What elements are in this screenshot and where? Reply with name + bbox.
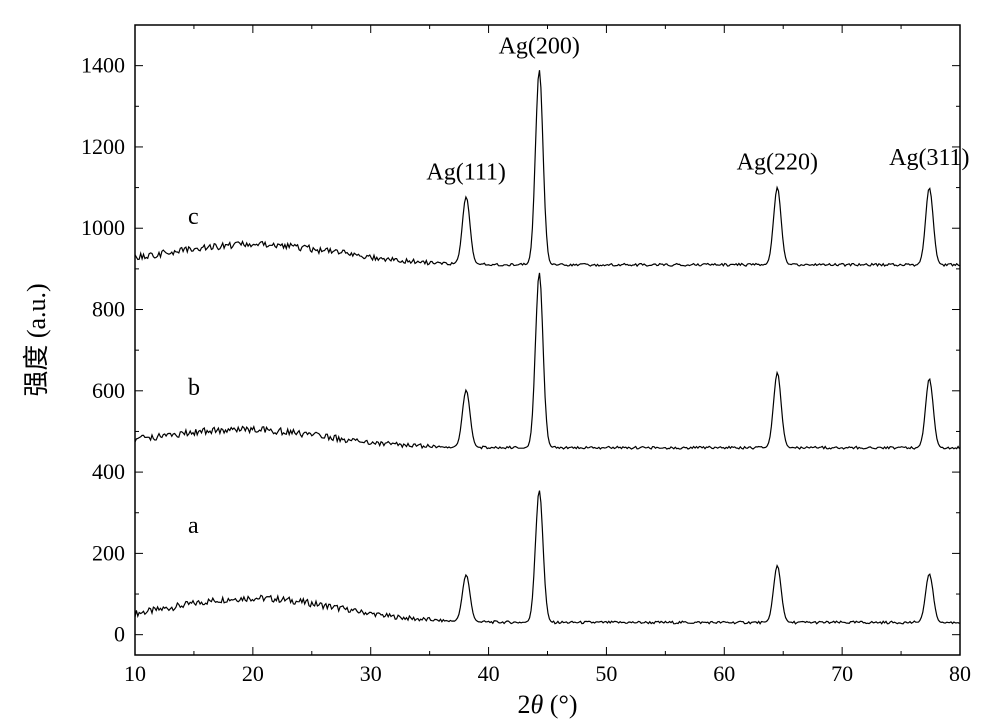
y-axis-label: 强度 (a.u.) — [22, 283, 51, 396]
y-tick-label: 1400 — [81, 53, 125, 78]
x-tick-label: 50 — [595, 661, 617, 686]
x-tick-label: 60 — [713, 661, 735, 686]
peak-label: Ag(200) — [499, 33, 580, 59]
y-tick-label: 800 — [92, 297, 125, 322]
series-label-b: b — [188, 375, 200, 401]
peak-label: Ag(311) — [889, 145, 969, 171]
x-tick-label: 80 — [949, 661, 971, 686]
x-axis-label: 2θ (°) — [518, 690, 578, 719]
xrd-chart: 1020304050607080020040060080010001200140… — [0, 0, 1000, 727]
peak-label: Ag(111) — [426, 159, 506, 185]
y-tick-label: 1200 — [81, 134, 125, 159]
series-label-c: c — [188, 204, 199, 230]
y-tick-label: 0 — [114, 622, 125, 647]
series-label-a: a — [188, 513, 199, 539]
x-tick-label: 70 — [831, 661, 853, 686]
series-b — [135, 273, 960, 449]
x-tick-label: 10 — [124, 661, 146, 686]
x-tick-label: 40 — [478, 661, 500, 686]
y-tick-label: 1000 — [81, 215, 125, 240]
x-tick-label: 30 — [360, 661, 382, 686]
chart-svg: 1020304050607080020040060080010001200140… — [0, 0, 1000, 727]
plot-frame — [135, 25, 960, 655]
series-a — [135, 491, 960, 624]
peak-label: Ag(220) — [737, 149, 818, 175]
x-tick-label: 20 — [242, 661, 264, 686]
y-tick-label: 600 — [92, 378, 125, 403]
series-c — [135, 70, 960, 266]
y-tick-label: 200 — [92, 540, 125, 565]
y-tick-label: 400 — [92, 459, 125, 484]
